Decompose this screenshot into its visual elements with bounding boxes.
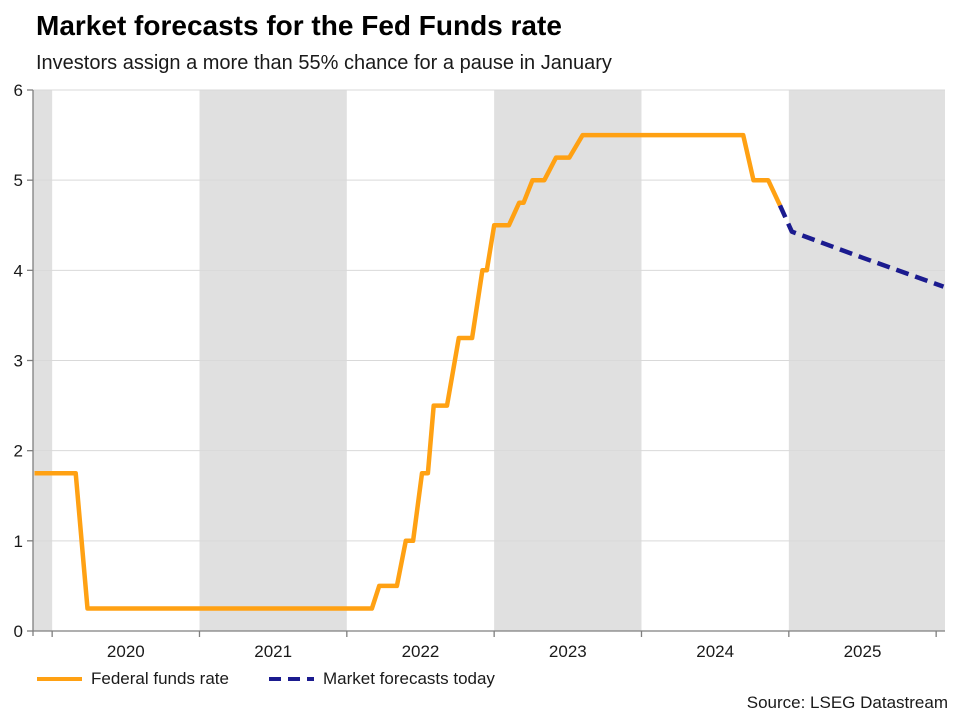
svg-text:5: 5	[14, 171, 23, 190]
svg-text:0: 0	[14, 622, 23, 641]
fed-funds-line-swatch	[37, 677, 82, 681]
svg-text:2024: 2024	[696, 642, 734, 661]
svg-text:3: 3	[14, 352, 23, 371]
x-axis-ticks: 2020 2021 2022 2023 2024 2025	[51, 631, 937, 661]
forecast-line-swatch	[268, 677, 314, 681]
legend-label-forecast: Market forecasts today	[322, 669, 495, 688]
chart-title: Market forecasts for the Fed Funds rate	[36, 10, 562, 41]
svg-text:2020: 2020	[107, 642, 145, 661]
svg-text:2022: 2022	[402, 642, 440, 661]
chart-legend: Federal funds rate Market forecasts toda…	[37, 669, 495, 689]
svg-text:4: 4	[14, 261, 23, 280]
forecast-line	[777, 204, 945, 289]
svg-text:1: 1	[14, 532, 23, 551]
legend-item-forecast: Market forecasts today	[268, 669, 495, 689]
svg-text:2025: 2025	[844, 642, 882, 661]
legend-item-fed-funds: Federal funds rate	[37, 669, 229, 689]
svg-text:2: 2	[14, 442, 23, 461]
chart-subtitle: Investors assign a more than 55% chance …	[36, 52, 612, 74]
y-axis-ticks: 0 1 2 3 4 5 6	[14, 81, 33, 641]
svg-text:6: 6	[14, 81, 23, 100]
svg-text:2021: 2021	[254, 642, 292, 661]
source-note: Source: LSEG Datastream	[746, 693, 948, 712]
svg-text:2023: 2023	[549, 642, 587, 661]
fed-funds-line	[34, 132, 783, 611]
legend-label-fed-funds: Federal funds rate	[91, 669, 229, 688]
